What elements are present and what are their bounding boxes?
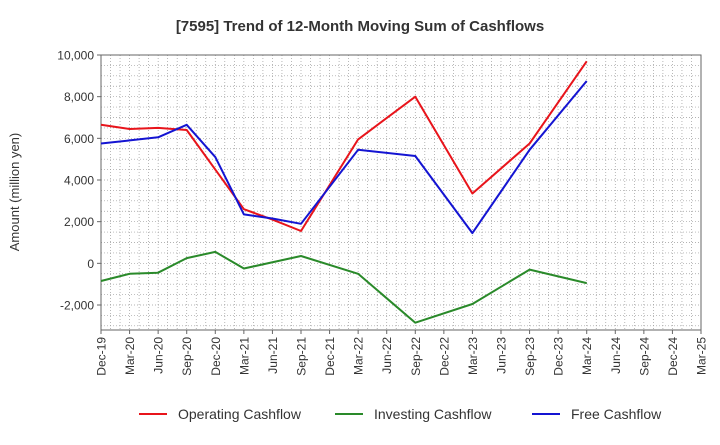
legend-label-operating-cashflow: Operating Cashflow — [178, 406, 302, 422]
x-tick-label: Dec-23 — [552, 337, 566, 376]
x-tick-label: Jun-21 — [266, 337, 280, 374]
x-tick-label: Mar-22 — [352, 337, 366, 375]
series-layer — [100, 60, 588, 324]
y-tick-label: 4,000 — [64, 174, 94, 188]
x-tick-label: Jun-20 — [152, 337, 166, 374]
x-tick-label: Sep-23 — [523, 337, 537, 376]
series-line-investing-cashflow — [100, 250, 587, 324]
x-tick-label: Mar-25 — [695, 337, 709, 375]
x-tick-label: Mar-24 — [580, 337, 594, 375]
y-tick-label: 0 — [87, 257, 94, 271]
legend-label-free-cashflow: Free Cashflow — [571, 406, 662, 422]
x-tick-label: Dec-24 — [666, 337, 680, 376]
x-tick-label: Dec-21 — [323, 337, 337, 376]
x-tick-label: Dec-19 — [95, 337, 109, 376]
x-tick-label: Jun-23 — [495, 337, 509, 374]
y-tick-label: 10,000 — [57, 49, 94, 63]
axis-layer: -2,000 0 2,000 4,000 6,000 8,000 10,000 Dec-19 M… — [57, 49, 708, 376]
x-tick-label: Dec-20 — [209, 337, 223, 376]
x-tick-label: Mar-21 — [237, 337, 251, 375]
y-tick-label: 2,000 — [64, 215, 94, 229]
x-tick-label: Jun-22 — [380, 337, 394, 374]
series-line-operating-cashflow — [100, 60, 588, 232]
x-tick-label: Dec-22 — [437, 337, 451, 376]
plot-border — [100, 54, 702, 331]
x-tick-label: Sep-21 — [295, 337, 309, 376]
chart-title: [7595] Trend of 12-Month Moving Sum of C… — [176, 18, 544, 35]
y-tick-label: -2,000 — [60, 299, 94, 313]
x-tick-label: Sep-24 — [637, 337, 651, 376]
x-tick-label: Mar-23 — [466, 337, 480, 375]
grid-layer — [100, 54, 702, 330]
series-line-free-cashflow — [100, 80, 588, 235]
legend: Operating Cashflow Investing Cashflow Free… — [139, 406, 662, 422]
y-tick-label: 6,000 — [64, 132, 94, 146]
legend-label-investing-cashflow: Investing Cashflow — [374, 406, 492, 422]
y-axis-label: Amount (million yen) — [7, 133, 22, 252]
x-tick-label: Jun-24 — [609, 337, 623, 374]
x-tick-label: Mar-20 — [123, 337, 137, 375]
x-tick-label: Sep-20 — [180, 337, 194, 376]
y-tick-label: 8,000 — [64, 90, 94, 104]
x-tick-label: Sep-22 — [409, 337, 423, 376]
